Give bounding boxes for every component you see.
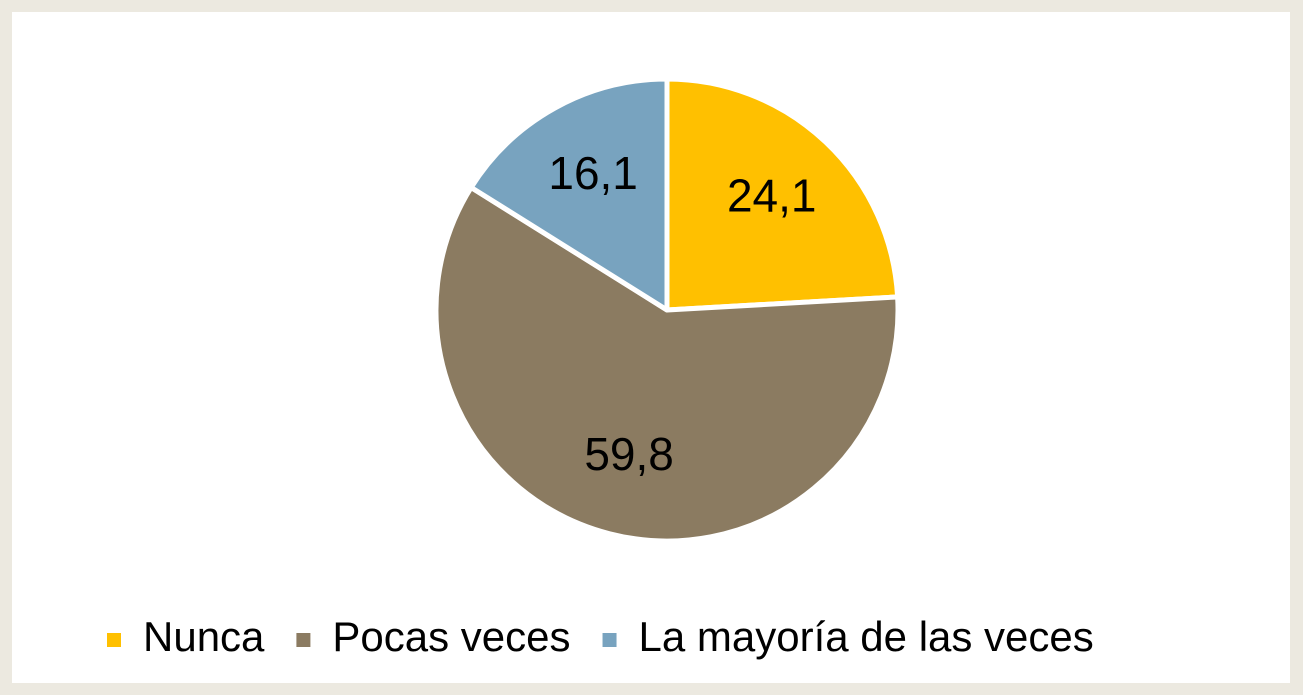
legend-swatch xyxy=(107,633,121,647)
data-label: 16,1 xyxy=(548,147,638,199)
pie-slice xyxy=(664,76,901,313)
legend-label: Nunca xyxy=(143,613,265,660)
legend-swatch xyxy=(296,633,311,647)
legend-label: La mayoría de las veces xyxy=(639,613,1094,660)
data-label: 24,1 xyxy=(727,169,817,221)
legend-label: Pocas veces xyxy=(332,613,570,660)
pie-slice xyxy=(468,76,670,313)
legend-swatch xyxy=(602,633,617,647)
pie-slice xyxy=(433,184,901,544)
data-label: 59,8 xyxy=(584,428,674,480)
